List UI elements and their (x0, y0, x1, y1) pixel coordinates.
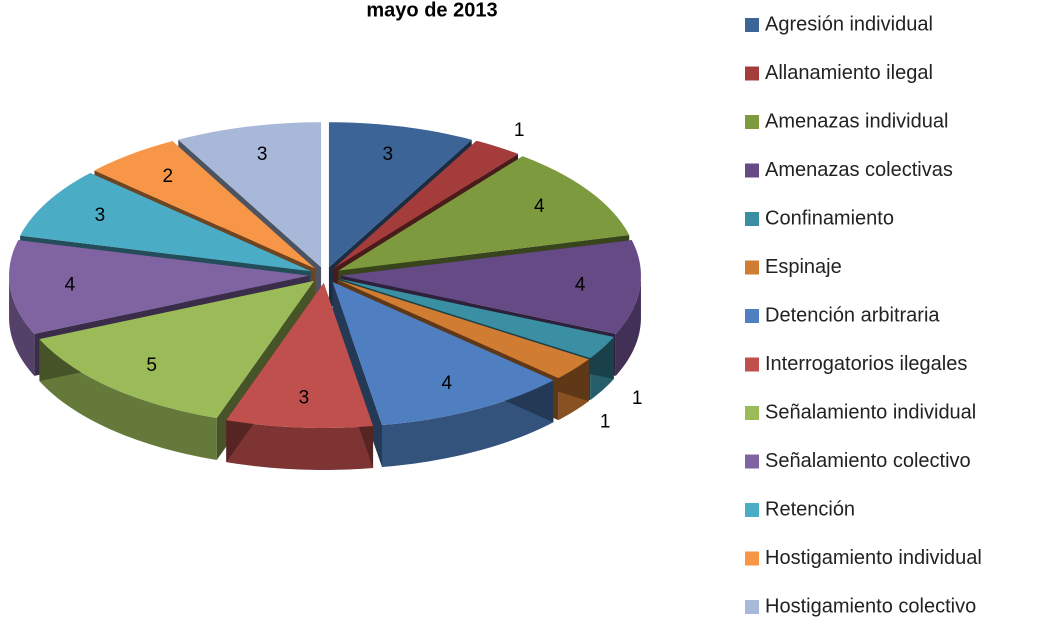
data-label: 1 (632, 388, 643, 409)
legend-swatch (745, 163, 759, 178)
slice-top (178, 122, 322, 268)
chart-title: mayo de 2013 (366, 0, 497, 21)
legend-swatch (745, 600, 759, 614)
data-label: 4 (575, 274, 586, 295)
slice-side (226, 420, 374, 470)
slice-top (226, 282, 374, 428)
legend-label: Allanamiento ilegal (765, 62, 933, 84)
legend: Agresión individual Allanamiento ilegal Am… (745, 13, 982, 617)
data-label: 1 (600, 412, 611, 433)
data-label: 3 (299, 388, 310, 409)
slice-top (39, 280, 315, 419)
legend-swatch (745, 357, 759, 372)
slice-top (339, 278, 614, 359)
data-label: 3 (95, 205, 106, 226)
slice-side (9, 275, 35, 376)
legend-label: Hostigamiento colectivo (765, 595, 976, 617)
legend-swatch (745, 115, 759, 129)
legend-label: Amenazas individual (765, 110, 948, 132)
slice (332, 282, 554, 468)
legend-label: Agresión individual (765, 13, 933, 35)
legend-label: Detención arbitraria (765, 304, 940, 326)
legend-label: Señalamiento individual (765, 401, 976, 423)
slice-side (615, 275, 641, 376)
data-label: 4 (65, 274, 76, 295)
legend-label: Retención (765, 498, 855, 520)
legend-label: Confinamiento (765, 207, 894, 229)
legend-swatch (745, 406, 759, 420)
legend-swatch (745, 66, 759, 81)
legend-swatch (745, 212, 759, 226)
legend-swatch (745, 551, 759, 566)
data-label: 4 (534, 196, 545, 217)
slice-top (328, 122, 472, 268)
slice (226, 282, 374, 470)
legend-swatch (745, 260, 759, 275)
slice-top (338, 156, 630, 271)
data-label: 1 (514, 120, 525, 141)
legend-swatch (745, 309, 759, 323)
legend-label: Espinaje (765, 256, 842, 278)
data-label: 4 (442, 373, 453, 394)
legend-label: Señalamiento colectivo (765, 450, 971, 472)
slice-top (332, 282, 554, 426)
slice-top (337, 279, 589, 379)
legend-label: Amenazas colectivas (765, 159, 953, 181)
data-label: 2 (162, 166, 173, 187)
legend-swatch (745, 454, 759, 469)
slice-top (20, 172, 311, 272)
data-label: 3 (257, 144, 268, 165)
legend-label: Interrogatorios ilegales (765, 353, 967, 375)
data-label: 5 (146, 355, 157, 376)
legend-swatch (745, 18, 759, 32)
data-label: 3 (383, 144, 394, 165)
slice-top (94, 141, 316, 269)
legend-label: Hostigamiento individual (765, 547, 982, 569)
legend-swatch (745, 503, 759, 517)
slice-top (333, 140, 519, 269)
slice-top (9, 240, 310, 334)
slice-top (340, 240, 641, 334)
slice-side (39, 339, 217, 461)
